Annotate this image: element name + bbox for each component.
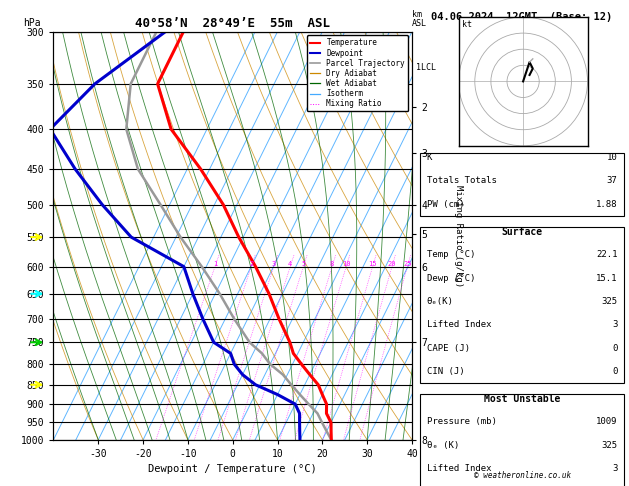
- Text: Most Unstable: Most Unstable: [484, 394, 560, 404]
- Text: 3: 3: [612, 464, 618, 473]
- Text: 2: 2: [249, 260, 253, 267]
- Text: CAPE (J): CAPE (J): [426, 344, 470, 353]
- Text: 25: 25: [403, 260, 411, 267]
- Text: 37: 37: [607, 176, 618, 186]
- Text: Dewp (°C): Dewp (°C): [426, 274, 475, 283]
- Text: 1LCL: 1LCL: [416, 63, 436, 72]
- Text: Mixing Ratio (g/kg): Mixing Ratio (g/kg): [454, 185, 463, 287]
- Text: 10: 10: [342, 260, 350, 267]
- Text: θₑ (K): θₑ (K): [426, 441, 459, 450]
- Legend: Temperature, Dewpoint, Parcel Trajectory, Dry Adiabat, Wet Adiabat, Isotherm, Mi: Temperature, Dewpoint, Parcel Trajectory…: [306, 35, 408, 111]
- Text: 325: 325: [601, 441, 618, 450]
- Text: 20: 20: [387, 260, 396, 267]
- Bar: [420, 227, 624, 383]
- X-axis label: Dewpoint / Temperature (°C): Dewpoint / Temperature (°C): [148, 465, 317, 474]
- Text: Lifted Index: Lifted Index: [426, 464, 491, 473]
- Text: Lifted Index: Lifted Index: [426, 320, 491, 330]
- Text: Temp (°C): Temp (°C): [426, 250, 475, 260]
- Text: 22.1: 22.1: [596, 250, 618, 260]
- Text: Surface: Surface: [501, 227, 543, 237]
- Bar: [420, 153, 624, 216]
- Text: 8: 8: [330, 260, 334, 267]
- Text: 0: 0: [612, 367, 618, 376]
- Text: Pressure (mb): Pressure (mb): [426, 417, 496, 427]
- Text: CIN (J): CIN (J): [426, 367, 464, 376]
- Text: θₑ(K): θₑ(K): [426, 297, 454, 306]
- Text: 1: 1: [213, 260, 217, 267]
- Text: 3: 3: [272, 260, 276, 267]
- Text: Totals Totals: Totals Totals: [426, 176, 496, 186]
- Text: km
ASL: km ASL: [412, 10, 427, 28]
- Text: 1009: 1009: [596, 417, 618, 427]
- Text: 15: 15: [369, 260, 377, 267]
- Text: 15.1: 15.1: [596, 274, 618, 283]
- Text: © weatheronline.co.uk: © weatheronline.co.uk: [474, 471, 571, 480]
- Text: PW (cm): PW (cm): [426, 200, 464, 209]
- Text: 1.88: 1.88: [596, 200, 618, 209]
- Text: hPa: hPa: [23, 17, 41, 28]
- Text: 325: 325: [601, 297, 618, 306]
- Text: 3: 3: [612, 320, 618, 330]
- Text: 10: 10: [607, 153, 618, 162]
- Bar: [420, 394, 624, 486]
- Text: K: K: [426, 153, 432, 162]
- Text: 5: 5: [301, 260, 306, 267]
- Text: 04.06.2024  12GMT  (Base: 12): 04.06.2024 12GMT (Base: 12): [431, 12, 613, 22]
- Text: 4: 4: [288, 260, 292, 267]
- Text: 0: 0: [612, 344, 618, 353]
- Title: 40°58’N  28°49’E  55m  ASL: 40°58’N 28°49’E 55m ASL: [135, 17, 330, 31]
